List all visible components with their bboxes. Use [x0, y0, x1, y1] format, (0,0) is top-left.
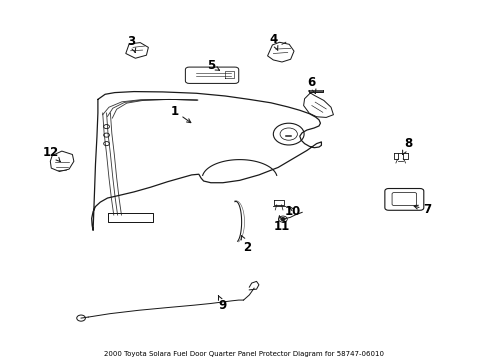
Text: 2: 2 [241, 235, 250, 254]
Text: 6: 6 [307, 76, 315, 93]
Text: 11: 11 [273, 216, 289, 233]
Text: 10: 10 [284, 205, 300, 218]
Text: 2000 Toyota Solara Fuel Door Quarter Panel Protector Diagram for 58747-06010: 2000 Toyota Solara Fuel Door Quarter Pan… [104, 351, 384, 357]
Text: 7: 7 [413, 203, 430, 216]
Text: 3: 3 [127, 35, 135, 53]
Text: 1: 1 [170, 105, 190, 123]
Text: 8: 8 [402, 137, 411, 154]
Text: 12: 12 [43, 146, 60, 162]
Circle shape [281, 218, 285, 220]
Text: 9: 9 [218, 296, 226, 312]
Text: 4: 4 [269, 33, 277, 50]
Text: 5: 5 [206, 59, 219, 72]
